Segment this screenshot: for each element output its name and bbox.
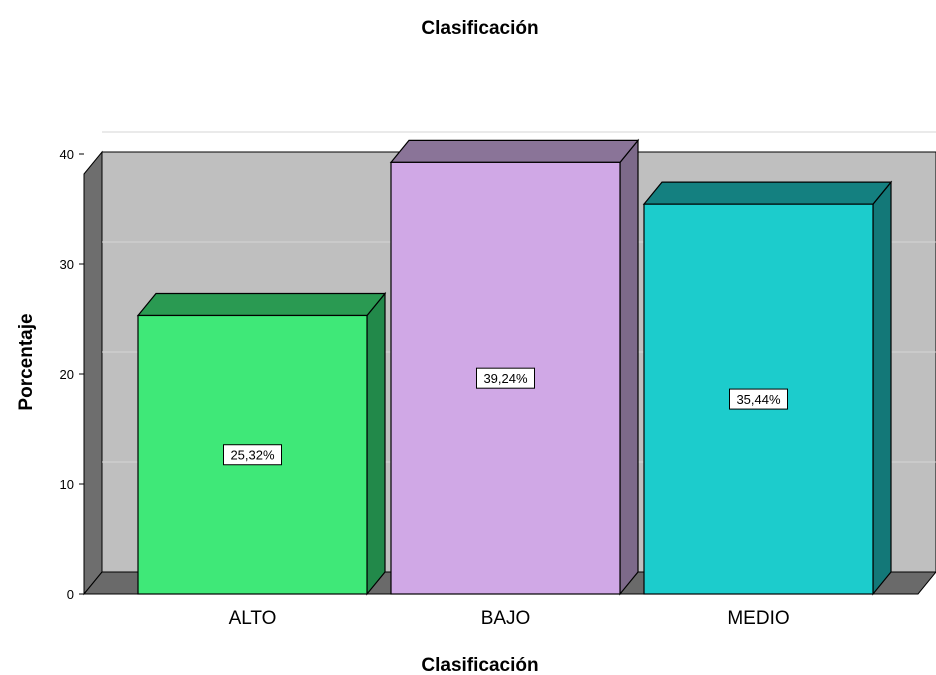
data-label: 39,24% bbox=[483, 371, 528, 386]
bar-top-bajo bbox=[389, 139, 640, 163]
bar-side-alto bbox=[366, 291, 386, 596]
bar-side-medio bbox=[872, 180, 892, 596]
data-label: 25,32% bbox=[230, 448, 275, 463]
x-tick-label: BAJO bbox=[481, 608, 531, 629]
data-label-box bbox=[223, 444, 282, 466]
y-tick-label: 20 bbox=[60, 367, 74, 382]
data-label: 35,44% bbox=[736, 392, 781, 407]
side-wall bbox=[83, 150, 103, 596]
bar-side-bajo bbox=[619, 138, 639, 596]
x-axis-title: Clasificación bbox=[421, 655, 538, 675]
y-tick-label: 30 bbox=[60, 257, 74, 272]
x-tick-label: ALTO bbox=[229, 608, 277, 629]
y-tick-label: 0 bbox=[67, 587, 74, 602]
data-label-box bbox=[476, 367, 535, 389]
chart-title: Clasificación bbox=[421, 18, 538, 39]
plot-area: 0 10 20 30 40 25,32% ALTO 39,24% BAJO 35,44% MEDIO bbox=[60, 131, 936, 629]
y-axis-title: Porcentaje bbox=[16, 313, 37, 410]
data-label-box bbox=[729, 388, 788, 410]
bar-top-alto bbox=[136, 292, 387, 317]
bar-top-medio bbox=[642, 181, 893, 205]
y-tick-label: 10 bbox=[60, 477, 74, 492]
y-tick-label: 40 bbox=[60, 147, 74, 162]
x-tick-label: MEDIO bbox=[727, 608, 789, 629]
